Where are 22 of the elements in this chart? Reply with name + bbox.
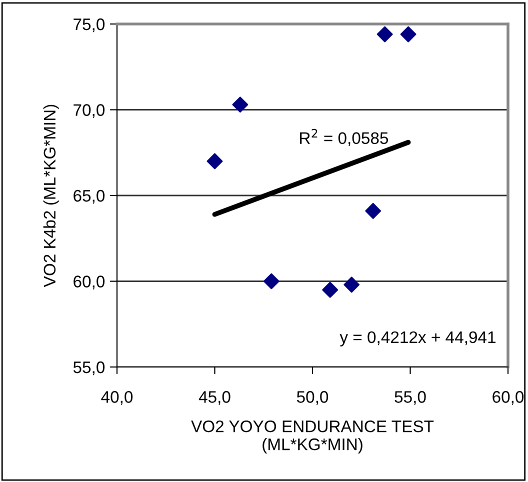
point bbox=[263, 273, 280, 290]
point bbox=[376, 26, 393, 42]
y-tick-label: 75,0 bbox=[74, 18, 105, 32]
point bbox=[232, 96, 248, 113]
point bbox=[206, 153, 223, 170]
x-tick-label: 55,0 bbox=[394, 391, 426, 405]
x-axis-title: VO2 YOYO ENDURANCE TEST (ML*KG*MIN) bbox=[191, 420, 434, 454]
point bbox=[344, 276, 360, 293]
annotation: R$^{2}$ = 0,0585 bbox=[300, 128, 388, 146]
point bbox=[365, 202, 382, 219]
point bbox=[400, 26, 416, 42]
y-tick-label: 60,0 bbox=[74, 276, 105, 290]
annotation: y = 0,4212x + 44,941 bbox=[340, 331, 496, 346]
x-tick-label: 50,0 bbox=[296, 391, 328, 405]
x-tick-label: 40,0 bbox=[101, 391, 133, 405]
x-tick-label: 60,0 bbox=[492, 391, 524, 405]
point bbox=[322, 282, 338, 298]
y-tick-label: 70,0 bbox=[74, 104, 105, 118]
x-tick-label: 45,0 bbox=[198, 391, 230, 405]
y-axis-title: VO2 K4b2 (ML*KG*MIN) bbox=[43, 104, 59, 288]
y-tick-label: 65,0 bbox=[74, 190, 105, 204]
y-tick-label: 55,0 bbox=[73, 361, 105, 376]
